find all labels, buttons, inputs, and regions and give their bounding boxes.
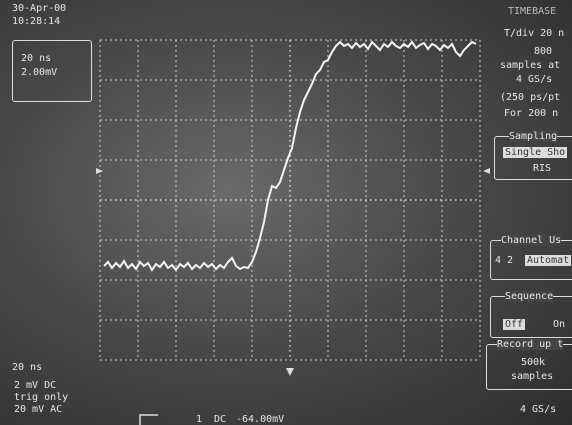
scale-box: 20 ns 2.00mV (12, 40, 92, 102)
time: 10:28:14 (12, 16, 60, 27)
ris[interactable]: RIS (533, 163, 551, 174)
channel2-volts: 20 mV AC (14, 404, 62, 415)
bottom-channel: 1 (196, 414, 202, 425)
channel-use-box: Channel Us 4 2 Automat (490, 240, 572, 280)
bottom-coupling: DC (214, 414, 226, 425)
channel-volts: 2 mV DC (14, 380, 56, 391)
record-box: Record up t 500k samples (486, 344, 572, 390)
timebase-title: TIMEBASE (508, 6, 556, 17)
sampling-box: Sampling Single Sho RIS (494, 136, 572, 180)
sequence-off[interactable]: Off (503, 319, 525, 330)
tdiv: T/div 20 n (504, 28, 564, 39)
trigger-mode: trig only (14, 392, 68, 403)
scale-volts: 2.00mV (21, 67, 57, 78)
ps-per-pt: (250 ps/pt (500, 92, 560, 103)
bottom-rate: 4 GS/s (520, 404, 556, 415)
record-samples: 500k (521, 357, 545, 368)
automatic[interactable]: Automat (525, 255, 571, 266)
bottom-timebase: 20 ns (12, 362, 42, 373)
bottom-level: -64.00mV (236, 414, 284, 425)
record-unit: samples (511, 371, 553, 382)
date: 30-Apr-00 (12, 3, 66, 14)
acquisition-time: For 200 n (504, 108, 558, 119)
sequence-on[interactable]: On (553, 319, 565, 330)
sequence-box: Sequence Off On (490, 296, 572, 338)
sampling-title: Sampling (509, 131, 557, 142)
samples-at: samples at (500, 60, 560, 71)
samples-count: 800 (534, 46, 552, 57)
sequence-title: Sequence (505, 291, 553, 302)
single-shot[interactable]: Single Sho (503, 147, 567, 158)
scale-timebase: 20 ns (21, 53, 51, 64)
channel-count[interactable]: 4 2 (495, 255, 513, 266)
oscilloscope-screen: 30-Apr-00 10:28:14 20 ns 2.00mV TIMEBASE… (0, 0, 572, 425)
record-title: Record up t (497, 339, 563, 350)
channel-use-title: Channel Us (501, 235, 561, 246)
sample-rate: 4 GS/s (516, 74, 552, 85)
